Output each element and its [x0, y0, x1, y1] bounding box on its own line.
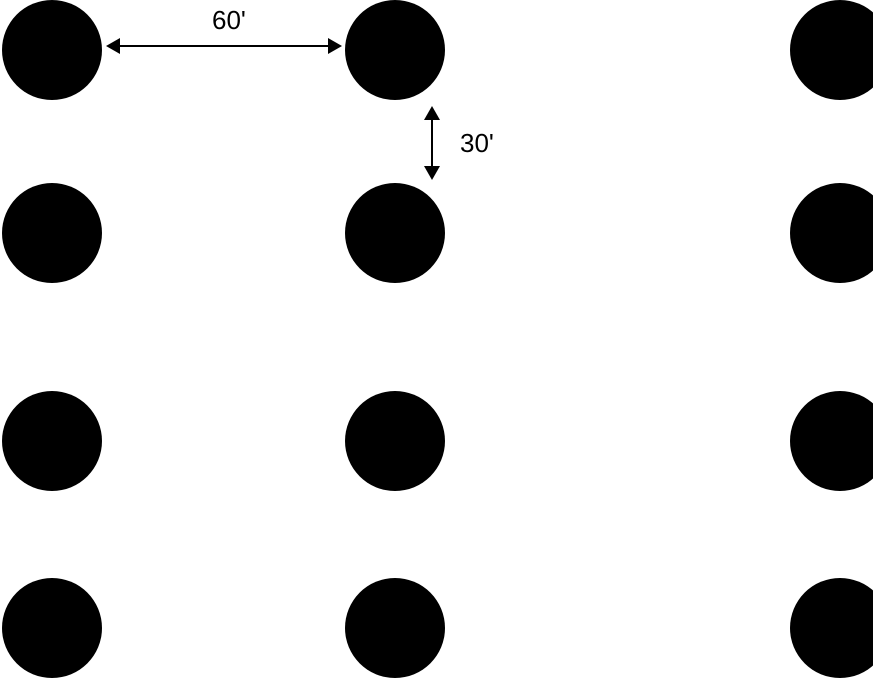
grid-dot: [2, 0, 102, 100]
horizontal-dimension-label: 60': [212, 5, 246, 36]
grid-dot: [345, 183, 445, 283]
grid-dot: [790, 0, 873, 100]
grid-dot: [345, 578, 445, 678]
grid-dot: [2, 578, 102, 678]
vertical-dimension-label: 30': [460, 128, 494, 159]
grid-dot: [2, 391, 102, 491]
grid-dot: [790, 183, 873, 283]
grid-dot: [345, 391, 445, 491]
grid-dot: [2, 183, 102, 283]
dimension-arrows: [0, 0, 873, 682]
grid-dot: [790, 578, 873, 678]
grid-dot: [345, 0, 445, 100]
grid-dot: [790, 391, 873, 491]
